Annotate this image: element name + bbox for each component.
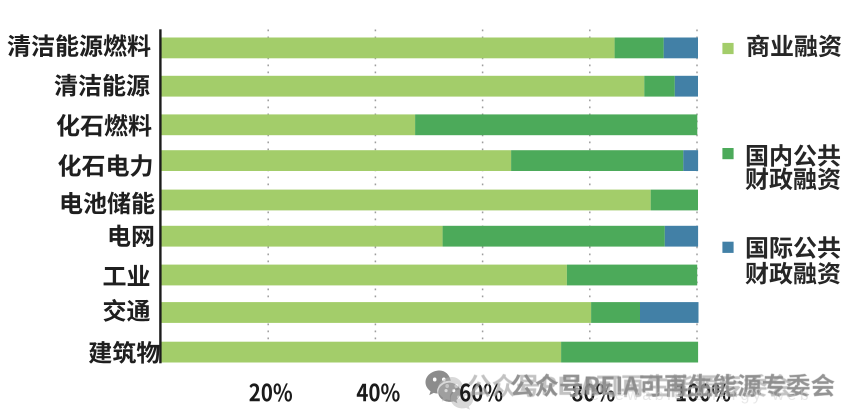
svg-text:Renewable energy web: Renewable energy web [575,387,812,404]
